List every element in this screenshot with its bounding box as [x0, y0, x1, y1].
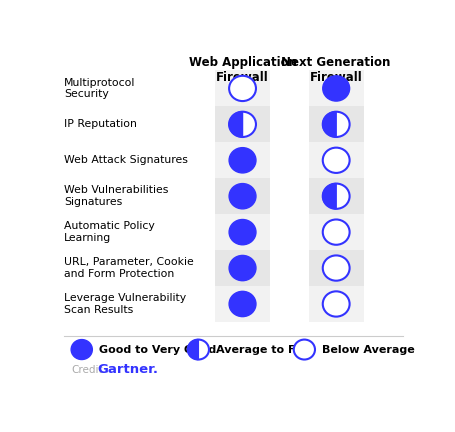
Wedge shape [228, 112, 242, 137]
Circle shape [187, 340, 208, 359]
Text: Next Generation
Firewall: Next Generation Firewall [281, 56, 390, 84]
Circle shape [228, 219, 255, 245]
Circle shape [228, 255, 255, 281]
Bar [308, 178, 363, 214]
Circle shape [322, 255, 349, 281]
Text: Web Attack Signatures: Web Attack Signatures [64, 155, 187, 165]
Circle shape [322, 184, 349, 209]
Circle shape [322, 148, 349, 173]
Circle shape [322, 76, 349, 101]
Text: Web Vulnerabilities
Signatures: Web Vulnerabilities Signatures [64, 185, 168, 207]
Bar [308, 214, 363, 250]
Bar [308, 70, 363, 106]
Text: Credit:: Credit: [71, 365, 106, 375]
Circle shape [322, 112, 349, 137]
Bar [215, 178, 269, 214]
Bar [215, 250, 269, 286]
Text: Gartner.: Gartner. [97, 363, 158, 376]
Text: Average to Fair: Average to Fair [216, 345, 311, 355]
Circle shape [293, 340, 314, 359]
Text: Web Application
Firewall: Web Application Firewall [188, 56, 296, 84]
Circle shape [228, 291, 255, 317]
Bar [215, 286, 269, 322]
Bar [215, 106, 269, 142]
Text: Good to Very Good: Good to Very Good [99, 345, 216, 355]
Bar [308, 106, 363, 142]
Wedge shape [322, 184, 335, 209]
Wedge shape [187, 340, 198, 359]
Circle shape [228, 112, 255, 137]
Text: Multiprotocol
Security: Multiprotocol Security [64, 78, 135, 99]
Text: Leverage Vulnerability
Scan Results: Leverage Vulnerability Scan Results [64, 293, 186, 315]
Bar [215, 214, 269, 250]
Circle shape [228, 148, 255, 173]
Circle shape [71, 340, 92, 359]
Bar [215, 70, 269, 106]
Bar [215, 142, 269, 178]
Circle shape [322, 291, 349, 317]
Wedge shape [322, 112, 335, 137]
Circle shape [228, 184, 255, 209]
Bar [308, 250, 363, 286]
Circle shape [228, 76, 255, 101]
Text: URL, Parameter, Cookie
and Form Protection: URL, Parameter, Cookie and Form Protecti… [64, 257, 193, 279]
Circle shape [322, 219, 349, 245]
Text: IP Reputation: IP Reputation [64, 119, 136, 129]
Text: Automatic Policy
Learning: Automatic Policy Learning [64, 221, 155, 243]
Bar [308, 142, 363, 178]
Bar [308, 286, 363, 322]
Text: Below Average: Below Average [321, 345, 414, 355]
